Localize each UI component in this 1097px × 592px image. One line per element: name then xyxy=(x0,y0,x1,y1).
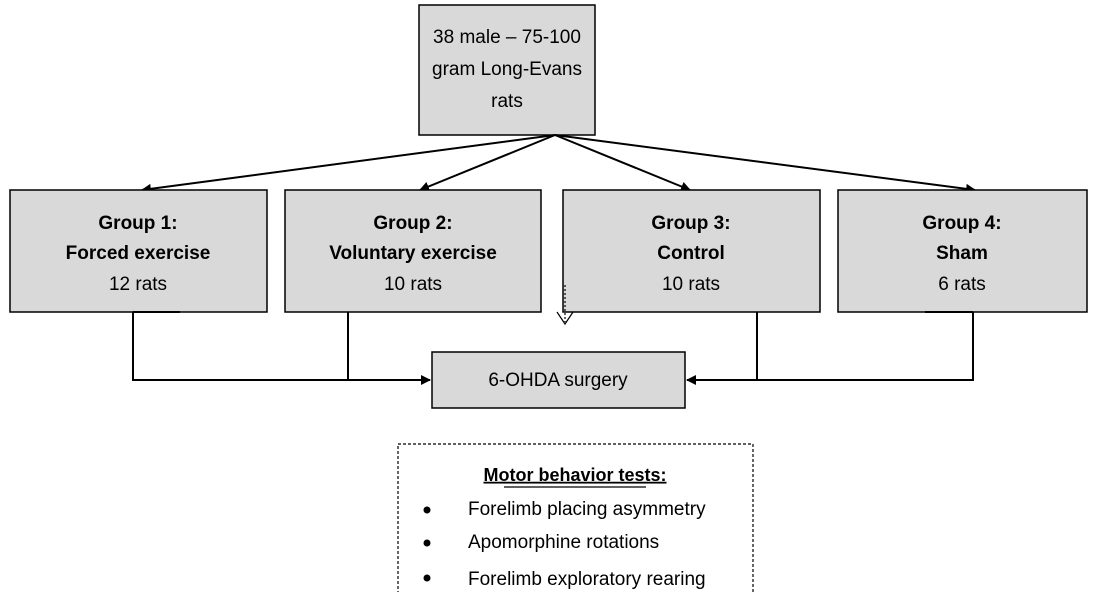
group-rect xyxy=(837,189,1088,313)
group-rect xyxy=(562,189,821,313)
source-line: gram Long-Evans xyxy=(432,59,582,80)
group-subtitle: Sham xyxy=(936,243,988,264)
surgery-box xyxy=(431,351,686,409)
arrow xyxy=(419,134,556,192)
bullet xyxy=(423,539,431,547)
test-item: Forelimb placing asymmetry xyxy=(468,499,706,520)
connector xyxy=(686,312,974,385)
group-count: 10 rats xyxy=(384,274,442,295)
group-title: Group 3: xyxy=(651,213,730,234)
group-title: Group 1: xyxy=(98,213,177,234)
group-box: Group 2: Voluntary exercise 10 rats xyxy=(284,189,542,313)
group-box: Group 3: Control 10 rats xyxy=(562,189,821,313)
source-box xyxy=(418,4,596,136)
source-line: rats xyxy=(491,91,523,112)
group-subtitle: Forced exercise xyxy=(66,243,211,264)
group-subtitle: Control xyxy=(657,243,725,264)
source-line: 38 male – 75-100 xyxy=(433,27,581,48)
connector xyxy=(132,312,431,385)
bullet xyxy=(423,574,431,582)
group-box: Group 4: Sham 6 rats xyxy=(837,189,1088,313)
arrow xyxy=(554,134,691,192)
test-item: Forelimb exploratory rearing xyxy=(468,569,706,590)
group-title: Group 4: xyxy=(922,213,1001,234)
dotted-arrowhead xyxy=(556,311,574,326)
arrow xyxy=(554,134,976,194)
group-count: 10 rats xyxy=(662,274,720,295)
tests-box xyxy=(397,443,754,592)
group-box: Group 1: Forced exercise 12 rats xyxy=(9,189,268,313)
test-item: Apomorphine rotations xyxy=(468,532,659,553)
group-rect xyxy=(9,189,268,313)
surgery-label: 6-OHDA surgery xyxy=(488,370,628,391)
group-count: 12 rats xyxy=(109,274,167,295)
bullet xyxy=(423,506,431,514)
group-subtitle: Voluntary exercise xyxy=(329,243,497,264)
group-count: 6 rats xyxy=(938,274,986,295)
tests-title: Motor behavior tests: xyxy=(483,465,666,485)
group-rect xyxy=(284,189,542,313)
group-title: Group 2: xyxy=(373,213,452,234)
arrow xyxy=(141,134,556,194)
